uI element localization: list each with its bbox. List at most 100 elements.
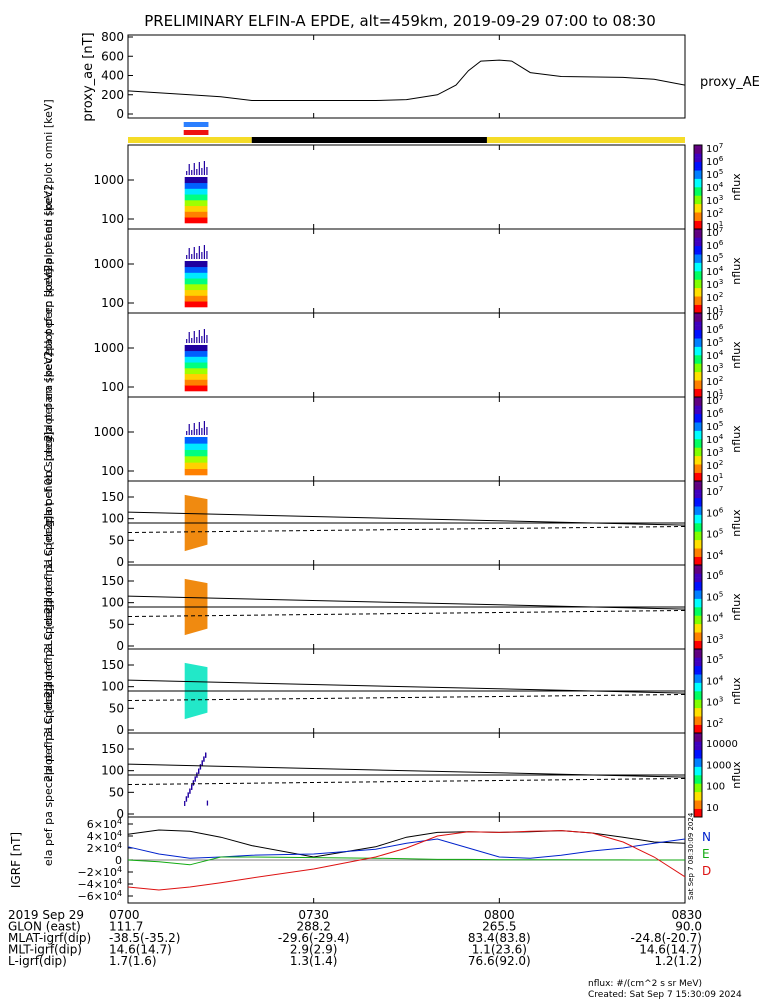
colorbar-cell (694, 709, 702, 713)
colorbar-cell (694, 422, 702, 425)
colorbar-cell (694, 573, 702, 576)
colorbar-tick-label: 103 (706, 632, 723, 646)
colorbar-cell (694, 340, 702, 343)
colorbar-cell (694, 476, 702, 480)
spectrogram-cell (184, 272, 208, 279)
colorbar-cell (694, 279, 702, 282)
colorbar-cell (694, 491, 702, 494)
igrf-legend-e: E (702, 847, 710, 861)
colorbar-cell (694, 642, 702, 646)
spectrogram-cell (184, 289, 208, 296)
spectrogram-cell (184, 182, 208, 189)
colorbar-cell (694, 567, 702, 570)
colorbar-cell (694, 363, 702, 366)
colorbar-cell (694, 310, 702, 314)
colorbar-cell (694, 775, 702, 778)
colorbar-cell (694, 449, 702, 452)
colorbar-cell (694, 733, 702, 736)
spectrogram-tick-label: 1000 (93, 173, 124, 187)
science-zone-marker (183, 130, 209, 135)
colorbar-cell (694, 546, 702, 549)
pitch-angle-panel: ela pef pa spec2plot ch0LC [deg] 0 50 100 15… (42, 432, 743, 614)
ephemeris-value: 90.0 (675, 920, 702, 934)
colorbar-cell (694, 806, 702, 809)
colorbar-cell (694, 531, 702, 534)
ephemeris-value: -24.8(-20.7) (631, 931, 702, 945)
proxy-ae-tick-label: 800 (101, 30, 124, 44)
colorbar-cell (694, 243, 702, 247)
colorbar-cell (694, 575, 702, 578)
colorbar-cell (694, 636, 702, 639)
spectrogram-axes (127, 312, 686, 398)
colorbar-cell (694, 487, 702, 490)
spectrogram-cell (184, 177, 208, 184)
colorbar-cell (694, 155, 702, 158)
colorbar-cell (694, 787, 702, 790)
colorbar-cell (694, 588, 702, 591)
igrf-tick-label: 6×104 (87, 817, 122, 831)
colorbar-cell (694, 445, 702, 448)
colorbar-cell (694, 590, 702, 593)
spectrogram-cell (184, 261, 208, 268)
colorbar-cell (694, 604, 702, 608)
pitch-angle-panel: ela pef pa spec2plot ch3LC [deg] 05010015… (42, 684, 743, 866)
colorbar-cell (694, 653, 702, 656)
igrf-panel: IGRF [nT] 6×1044×1042×1040−2×104−4×104−6… (9, 812, 711, 904)
colorbar-cell (694, 380, 702, 383)
colorbar-cell (694, 735, 702, 738)
ephemeris-row-label: 2019 Sep 29 (8, 908, 84, 922)
colorbar-tick-label: 105 (706, 419, 723, 433)
ephemeris-value: 14.6(14.7) (109, 943, 172, 957)
colorbar-tick-label: 101 (706, 471, 723, 485)
colorbar-label: nflux (730, 341, 743, 369)
colorbar-label: nflux (730, 593, 743, 621)
colorbar-cell (694, 369, 702, 373)
colorbar-cell (694, 147, 702, 150)
colorbar-cell (694, 216, 702, 219)
ephemeris-value: 111.7 (109, 920, 143, 934)
colorbar-cell (694, 766, 702, 769)
colorbar-cell (694, 212, 702, 215)
colorbar-cell (694, 527, 702, 530)
colorbar-cell (694, 256, 702, 259)
colorbar-cell (694, 661, 702, 664)
colorbar-cell (694, 619, 702, 622)
colorbar-cell (694, 411, 702, 415)
colorbar-cell (694, 182, 702, 186)
colorbar-cell (694, 327, 702, 331)
spectrogram-cell (184, 449, 208, 457)
colorbar-tick-label: 107 (706, 309, 723, 323)
colorbar-cell (694, 289, 702, 293)
colorbar-cell (694, 670, 702, 673)
proxy-ae-line (127, 59, 686, 101)
spectrogram-cell (184, 345, 208, 352)
colorbar-cell (694, 266, 702, 270)
colorbar-cell (694, 428, 702, 431)
colorbar-cell (694, 478, 702, 482)
pitch-angle-tick-label: 150 (101, 742, 124, 756)
colorbar-cell (694, 338, 702, 341)
colorbar-cell (694, 434, 702, 438)
pitch-angle-panels: ela pef pa spec2plot ch0LC [deg] 05010015… (42, 432, 743, 866)
igrf-tick-label: 0 (115, 854, 122, 867)
colorbar-cell (694, 581, 702, 585)
colorbar-cell (694, 772, 702, 776)
colorbar-tick-label: 102 (706, 374, 723, 388)
colorbar-cell (694, 153, 702, 156)
colorbar-cell (694, 518, 702, 522)
igrf-line-total (127, 829, 686, 858)
colorbar-cell (694, 560, 702, 564)
colorbar-cell (694, 699, 702, 702)
colorbar-cell (694, 703, 702, 706)
colorbar-cell (694, 586, 702, 589)
colorbar-cell (694, 193, 702, 196)
igrf-line-d (127, 830, 686, 891)
colorbar-cell (694, 245, 702, 249)
colorbar-cell (694, 625, 702, 629)
pitch-angle-tick-label: 100 (101, 512, 124, 526)
colorbar-cell (694, 466, 702, 469)
colorbar-cell (694, 726, 702, 730)
colorbar-cell (694, 184, 702, 188)
colorbar-cell (694, 367, 702, 370)
colorbar-tick-label: 104 (706, 611, 724, 625)
